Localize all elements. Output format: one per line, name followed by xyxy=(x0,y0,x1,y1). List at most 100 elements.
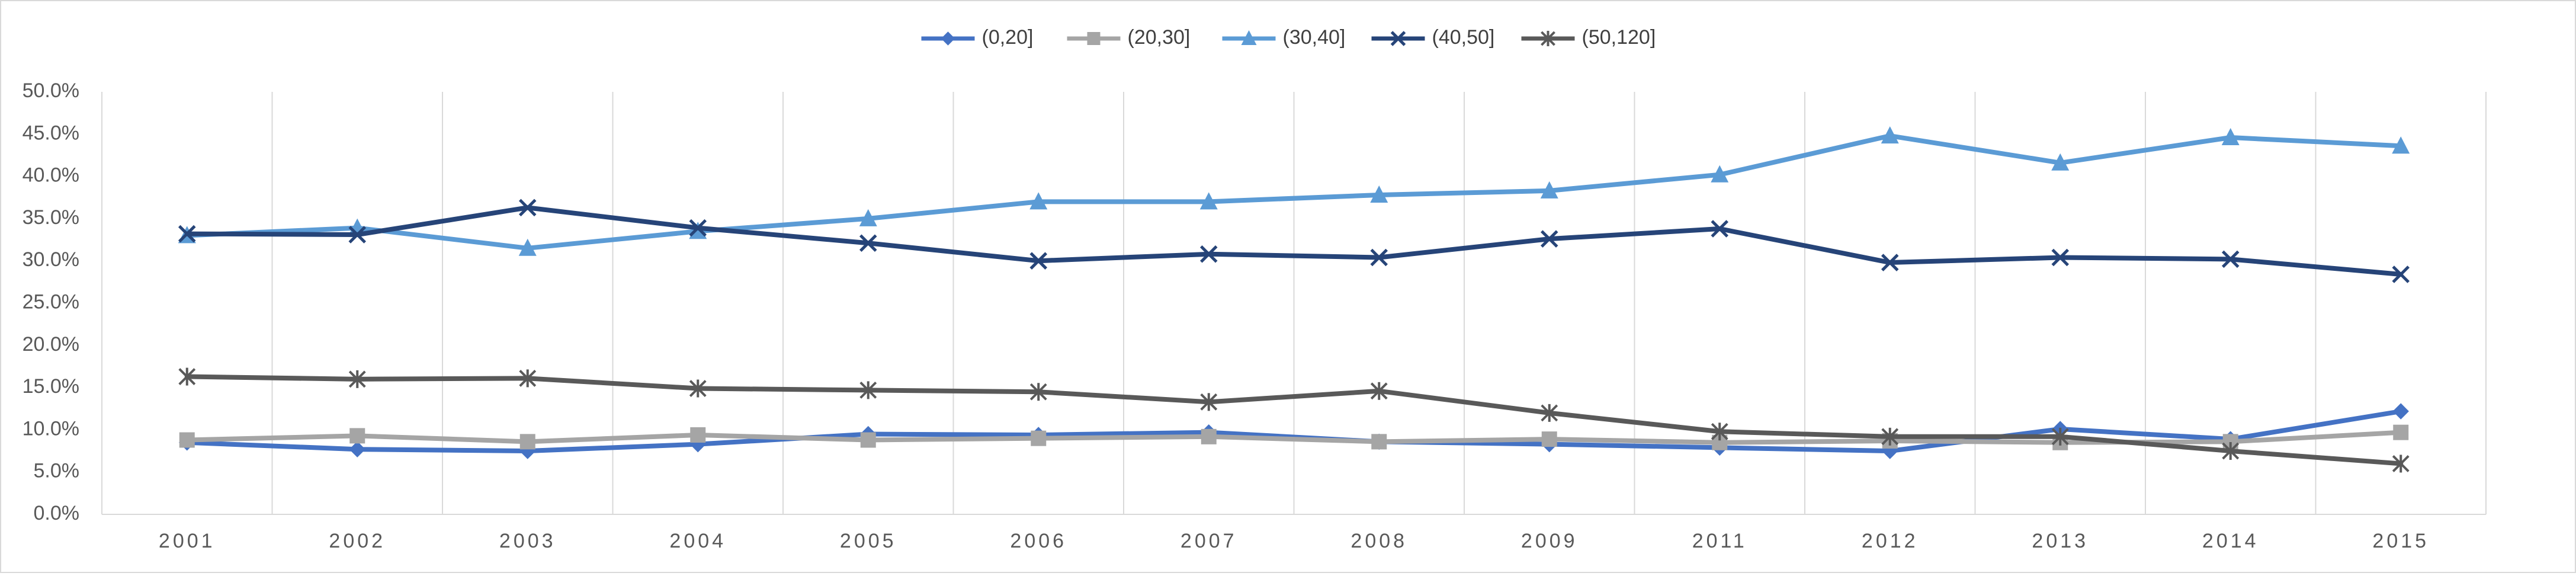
data-point-x xyxy=(2221,250,2240,268)
data-point-x xyxy=(689,219,707,237)
legend: (0,20] (20,30] (30,40] (40,50] (50,120] xyxy=(921,26,1656,49)
data-point-diamond xyxy=(941,31,955,46)
data-point-star xyxy=(348,370,366,388)
data-point-x xyxy=(348,226,367,244)
data-point-triangle xyxy=(2051,153,2070,171)
series-line xyxy=(184,205,2404,277)
y-tick-label: 5.0% xyxy=(34,460,80,482)
data-point-square xyxy=(1371,434,1387,450)
x-axis-tick-labels: 2001 2002 2003 2004 2005 2006 2007 2008 2009 2011… xyxy=(159,530,2429,552)
y-tick-label: 30.0% xyxy=(23,248,79,271)
data-point-triangle xyxy=(1370,185,1388,203)
series-line xyxy=(184,430,2404,445)
data-point-star xyxy=(1541,31,1555,46)
x-tick-label: 2001 xyxy=(159,530,216,552)
y-tick-label: 25.0% xyxy=(23,290,79,313)
data-point-square xyxy=(1031,430,1047,446)
data-point-square xyxy=(1087,32,1101,45)
data-point-triangle xyxy=(859,209,877,226)
data-point-square xyxy=(519,434,535,450)
data-point-star xyxy=(689,379,707,398)
x-tick-label: 2002 xyxy=(329,530,386,552)
gridlines xyxy=(271,92,2487,514)
data-point-x xyxy=(178,225,196,243)
series-line xyxy=(184,374,2404,466)
y-tick-label: 40.0% xyxy=(23,164,79,187)
x-tick-label: 2013 xyxy=(2032,530,2089,552)
data-point-star xyxy=(2051,427,2069,446)
data-point-star xyxy=(519,369,537,388)
legend-item[interactable]: (20,30] xyxy=(1067,26,1191,49)
axes xyxy=(101,92,2486,515)
y-tick-label: 20.0% xyxy=(23,333,79,356)
legend-label: (30,40] xyxy=(1283,26,1346,49)
data-point-x xyxy=(1540,230,1558,248)
legend-item[interactable]: (40,50] xyxy=(1371,26,1495,49)
data-point-x xyxy=(518,199,537,217)
y-tick-label: 10.0% xyxy=(23,417,79,440)
x-tick-label: 2014 xyxy=(2202,530,2259,552)
legend-label: (40,50] xyxy=(1432,26,1495,49)
data-point-triangle xyxy=(1029,192,1048,210)
data-point-triangle xyxy=(689,222,707,239)
y-tick-label: 15.0% xyxy=(23,375,79,398)
x-tick-label: 2003 xyxy=(499,530,556,552)
x-tick-label: 2011 xyxy=(1692,530,1747,552)
data-point-square xyxy=(349,428,365,444)
data-point-square xyxy=(690,427,706,443)
y-tick-label: 35.0% xyxy=(23,206,79,229)
data-point-star xyxy=(1029,383,1047,401)
y-tick-label: 50.0% xyxy=(23,79,79,102)
data-point-x xyxy=(2392,265,2410,283)
data-point-star xyxy=(1711,423,1728,441)
data-point-x xyxy=(1370,248,1388,267)
data-point-square xyxy=(1541,431,1557,447)
data-point-square xyxy=(2393,424,2409,440)
data-point-star xyxy=(1200,393,1218,411)
data-point-triangle xyxy=(518,238,537,256)
data-point-triangle xyxy=(1540,181,1558,199)
x-tick-label: 2004 xyxy=(669,530,726,552)
data-point-x xyxy=(1711,220,1729,238)
legend-item[interactable]: (30,40] xyxy=(1222,26,1346,49)
legend-label: (20,30] xyxy=(1128,26,1191,49)
data-point-x xyxy=(2051,248,2070,267)
x-tick-label: 2009 xyxy=(1521,530,1578,552)
data-point-star xyxy=(859,381,877,399)
data-point-star xyxy=(1541,404,1558,422)
x-tick-label: 2006 xyxy=(1010,530,1067,552)
data-point-triangle xyxy=(1881,126,1899,144)
legend-item[interactable]: (0,20] xyxy=(921,26,1034,49)
data-point-star xyxy=(2222,442,2240,460)
x-tick-label: 2012 xyxy=(1862,530,1919,552)
data-point-diamond xyxy=(2392,403,2409,420)
x-tick-label: 2015 xyxy=(2372,530,2429,552)
y-axis-tick-labels: 0.0% 5.0% 10.0% 15.0% 20.0% 25.0% 30.0% 35.0% 40… xyxy=(23,79,79,524)
data-point-x xyxy=(1881,254,1899,271)
legend-label: (50,120] xyxy=(1582,26,1656,49)
legend-label: (0,20] xyxy=(982,26,1034,49)
data-point-x xyxy=(1199,245,1218,263)
x-tick-label: 2008 xyxy=(1350,530,1407,552)
data-point-star xyxy=(178,367,196,386)
legend-item[interactable]: (50,120] xyxy=(1521,26,1656,49)
data-point-triangle xyxy=(1241,30,1257,45)
data-point-square xyxy=(1201,428,1217,444)
series-4 xyxy=(178,199,2410,283)
series-line xyxy=(184,133,2404,251)
y-tick-label: 45.0% xyxy=(23,121,79,144)
data-point-star xyxy=(1370,382,1388,400)
series-5 xyxy=(178,367,2410,473)
data-point-diamond xyxy=(349,441,365,457)
data-point-triangle xyxy=(1199,192,1218,210)
data-point-x xyxy=(1390,31,1406,46)
data-point-x xyxy=(859,234,877,252)
data-point-star xyxy=(2392,455,2410,473)
y-tick-label: 0.0% xyxy=(34,502,80,524)
x-tick-label: 2007 xyxy=(1180,530,1237,552)
data-point-triangle xyxy=(2392,136,2410,154)
data-point-x xyxy=(1029,252,1048,270)
